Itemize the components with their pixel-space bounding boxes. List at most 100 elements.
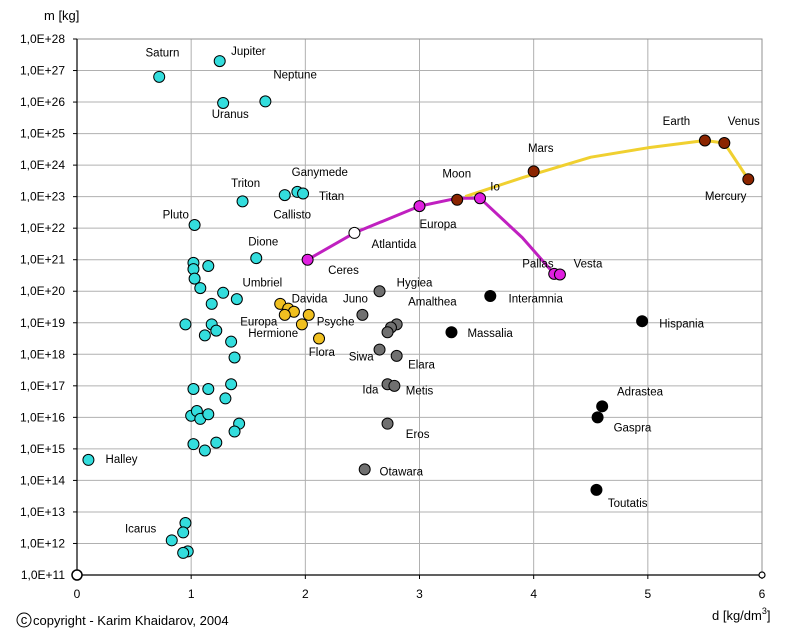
y-tick-label: 1,0E+26 (20, 95, 65, 109)
x-tick-label: 0 (74, 587, 81, 601)
annotation-label: Jupiter (231, 46, 266, 58)
data-point-gold (278, 308, 291, 321)
annotation-label: Interamnia (509, 293, 564, 305)
data-point-cyan (165, 534, 178, 547)
data-point-cyan (250, 252, 263, 265)
data-point-cyan (202, 260, 215, 273)
y-axis-title: m [kg] (44, 8, 79, 23)
y-tick-label: 1,0E+24 (20, 158, 65, 172)
data-point-cyan (187, 438, 200, 451)
data-point-gray (356, 308, 369, 321)
annotation-label: Juno (343, 293, 368, 305)
annotation-label: Davida (292, 293, 328, 305)
data-point-cyan (230, 293, 243, 306)
annotation-label: Ida (362, 385, 379, 397)
data-point-cyan (297, 187, 310, 200)
annotation-label: Pluto (163, 210, 189, 222)
y-tick-label: 1,0E+16 (20, 410, 65, 424)
annotations: Saturn Jupiter Neptune Uranus Earth Venus Mars… (106, 46, 760, 536)
data-point-cyan (153, 70, 166, 83)
data-point-cyan (205, 297, 218, 310)
x-tick-label: 3 (416, 587, 423, 601)
series-lines (306, 139, 750, 276)
annotation-label: Hermione (248, 328, 298, 340)
data-point-gray (381, 417, 394, 430)
data-point-cyan (219, 392, 232, 405)
annotation-label: Dione (248, 237, 278, 249)
x-end-marker (758, 571, 766, 579)
copyright-symbol: c (21, 612, 28, 627)
annotation-label: Umbriel (243, 278, 283, 290)
annotation-label: Hygiea (397, 278, 433, 290)
y-tick-label: 1,0E+12 (20, 536, 65, 550)
data-point-magenta (413, 200, 426, 213)
data-point-cyan (236, 195, 249, 208)
y-tick-label: 1,0E+21 (20, 253, 65, 267)
data-point-black (445, 326, 458, 339)
data-point-cyan (213, 55, 226, 68)
data-point-black (590, 483, 603, 496)
annotation-label: Atlantida (372, 239, 417, 251)
data-point-gray (390, 349, 403, 362)
copyright-circle (16, 612, 32, 628)
annotation-label: Europa (240, 316, 278, 328)
data-point-cyan (179, 318, 192, 331)
data-point-cyan (82, 453, 95, 466)
annotation-label: Io (490, 181, 500, 193)
y-tick-label: 1,0E+20 (20, 284, 65, 298)
copyright: c copyright - Karim Khaidarov, 2004 (16, 612, 229, 628)
y-tick-label: 1,0E+25 (20, 127, 65, 141)
annotation-label: Saturn (146, 47, 180, 59)
annotation-label: Icarus (125, 523, 157, 535)
annotation-label: Earth (663, 116, 691, 128)
data-point-cyan (188, 272, 201, 285)
data-point-cyan (228, 425, 241, 438)
data-point-cyan (198, 329, 211, 342)
data-point-cyan (202, 408, 215, 421)
data-point-cyan (210, 324, 223, 337)
data-point-cyan (177, 526, 190, 539)
data-points (71, 55, 766, 581)
annotation-label: Amalthea (408, 296, 457, 308)
annotation-label: Otawara (380, 467, 424, 479)
data-point-cyan (217, 286, 230, 299)
data-point-gold (313, 332, 326, 345)
data-point-cyan (228, 351, 241, 364)
annotation-label: Flora (309, 347, 336, 359)
data-point-cyan (188, 219, 201, 232)
annotation-label: Mars (528, 143, 554, 155)
data-point-cyan (217, 97, 230, 110)
data-point-white (348, 226, 361, 239)
x-tick-label: 1 (188, 587, 195, 601)
annotation-label: Venus (728, 116, 760, 128)
data-point-cyan (210, 436, 223, 449)
data-point-brown (527, 165, 540, 178)
data-point-cyan (225, 378, 238, 391)
y-tick-label: 1,0E+28 (20, 32, 65, 46)
annotation-label: Halley (106, 454, 138, 466)
annotation-label: Pallas (522, 259, 554, 271)
y-tick-label: 1,0E+11 (21, 568, 65, 582)
x-tick-label: 2 (302, 587, 309, 601)
data-point-gold (295, 318, 308, 331)
data-point-black (591, 411, 604, 424)
x-tick-label: 5 (644, 587, 651, 601)
data-point-cyan (194, 282, 207, 295)
annotation-label: Siwa (349, 352, 375, 364)
annotation-label: Elara (408, 359, 435, 371)
y-tick-label: 1,0E+19 (20, 316, 65, 330)
annotation-label: Callisto (273, 210, 311, 222)
annotation-label: Titan (319, 191, 344, 203)
data-point-gray (358, 463, 371, 476)
y-tick-label: 1,0E+15 (20, 442, 65, 456)
x-tick-label: 4 (530, 587, 537, 601)
data-point-magenta (553, 268, 566, 281)
origin-marker (71, 569, 83, 581)
data-point-black (596, 400, 609, 413)
annotation-label: Moon (442, 169, 471, 181)
data-point-brown (718, 137, 731, 150)
annotation-label: Metis (406, 386, 434, 398)
copyright-text: copyright - Karim Khaidarov, 2004 (33, 613, 229, 628)
annotation-label: Europa (420, 219, 458, 231)
data-point-magenta (474, 192, 487, 205)
